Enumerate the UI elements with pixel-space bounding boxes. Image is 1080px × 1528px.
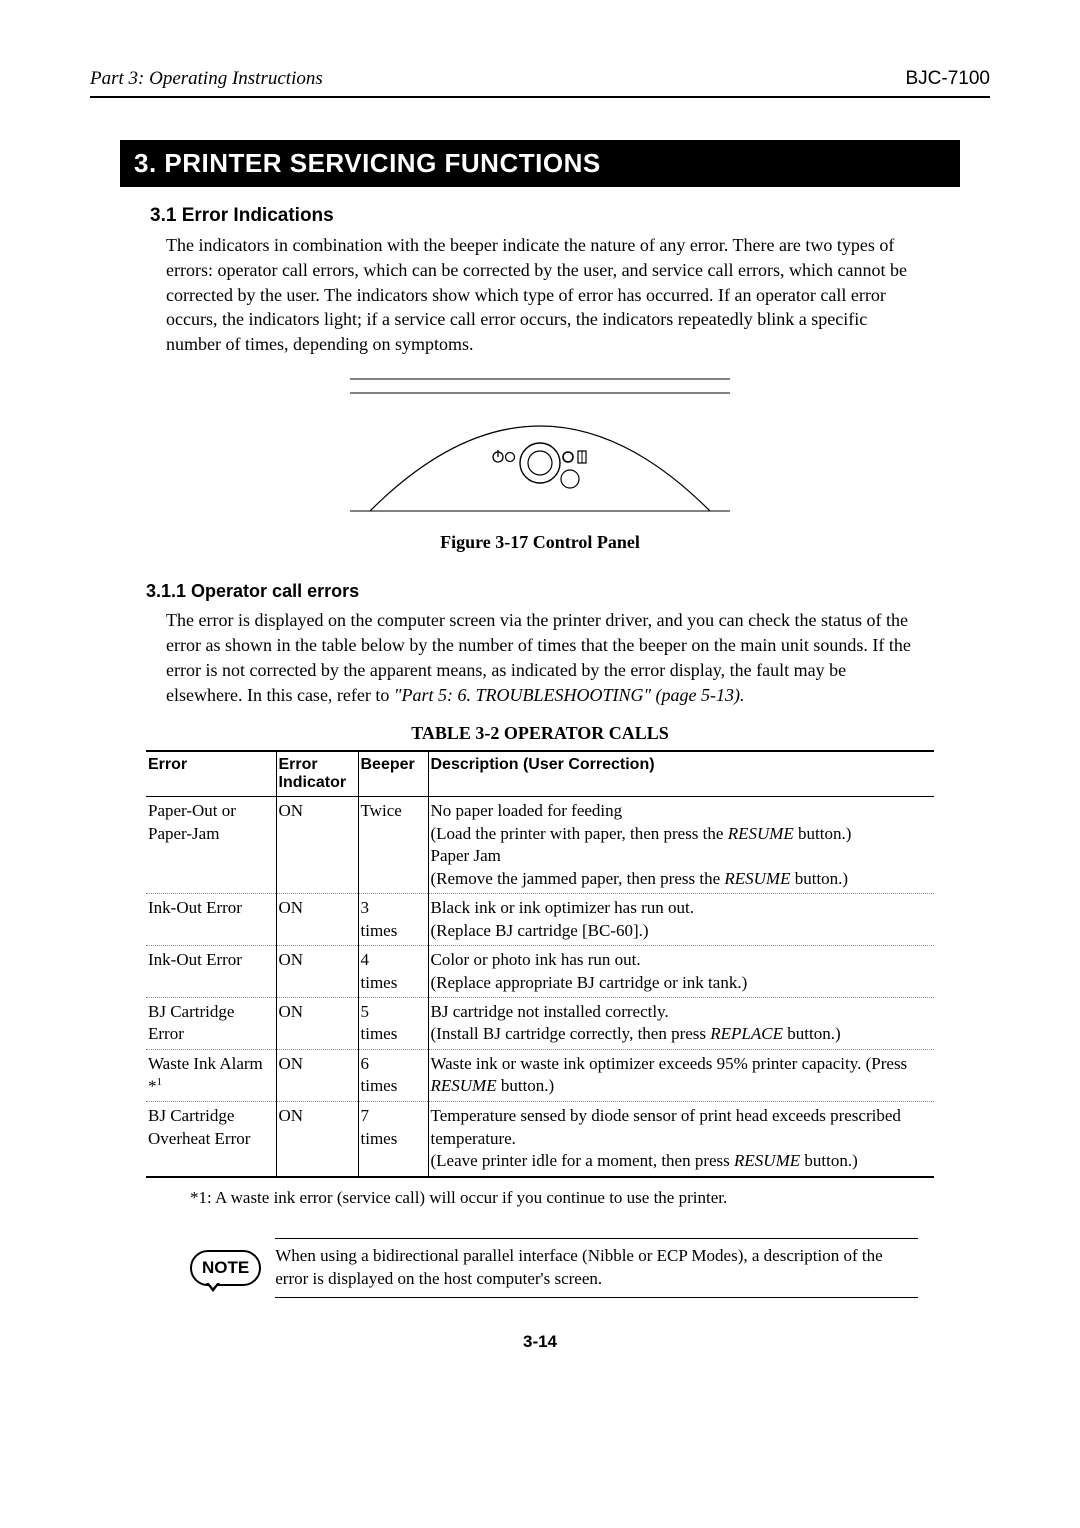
- subsection-3-1-1-para: The error is displayed on the computer s…: [166, 608, 918, 707]
- table-row: Ink-Out ErrorON4timesColor or photo ink …: [146, 946, 934, 998]
- th-indicator: Error Indicator: [276, 751, 358, 797]
- cell-beeper: 4times: [358, 946, 428, 998]
- cell-description: Waste ink or waste ink optimizer exceeds…: [428, 1049, 934, 1102]
- cell-description: No paper loaded for feeding(Load the pri…: [428, 797, 934, 894]
- cell-error: Ink-Out Error: [146, 894, 276, 946]
- table-row: BJ Cartridge Overheat ErrorON7timesTempe…: [146, 1102, 934, 1177]
- subsection-3-1-1-title: 3.1.1 Operator call errors: [146, 581, 990, 602]
- th-description: Description (User Correction): [428, 751, 934, 797]
- cell-description: BJ cartridge not installed correctly.(In…: [428, 997, 934, 1049]
- cell-beeper: Twice: [358, 797, 428, 894]
- cell-indicator: ON: [276, 997, 358, 1049]
- cell-description: Color or photo ink has run out.(Replace …: [428, 946, 934, 998]
- cell-indicator: ON: [276, 1102, 358, 1177]
- table-row: BJ Cartridge ErrorON5timesBJ cartridge n…: [146, 997, 934, 1049]
- figure-3-17: Figure 3-17 Control Panel: [90, 371, 990, 553]
- header-right: BJC-7100: [906, 68, 991, 90]
- cell-error: Paper-Out or Paper-Jam: [146, 797, 276, 894]
- cell-beeper: 7times: [358, 1102, 428, 1177]
- note-icon: NOTE: [190, 1250, 261, 1286]
- cell-error: Waste Ink Alarm *1: [146, 1049, 276, 1102]
- control-panel-diagram: [330, 371, 750, 521]
- page-number: 3-14: [90, 1332, 990, 1352]
- cell-indicator: ON: [276, 797, 358, 894]
- subsection-3-1-title: 3.1 Error Indications: [150, 205, 990, 227]
- cell-description: Black ink or ink optimizer has run out.(…: [428, 894, 934, 946]
- page-header: Part 3: Operating Instructions BJC-7100: [90, 68, 990, 98]
- th-error: Error: [146, 751, 276, 797]
- figure-caption: Figure 3-17 Control Panel: [90, 532, 990, 553]
- operator-calls-table: Error Error Indicator Beeper Description…: [146, 750, 934, 1177]
- note-block: NOTE When using a bidirectional parallel…: [190, 1238, 918, 1298]
- cell-indicator: ON: [276, 946, 358, 998]
- table-footnote: *1: A waste ink error (service call) wil…: [190, 1188, 918, 1208]
- cell-beeper: 3times: [358, 894, 428, 946]
- cell-beeper: 6times: [358, 1049, 428, 1102]
- cell-error: BJ Cartridge Overheat Error: [146, 1102, 276, 1177]
- reference-link: "Part 5: 6. TROUBLESHOOTING" (page 5-13)…: [394, 685, 745, 705]
- header-left: Part 3: Operating Instructions: [90, 68, 323, 90]
- cell-description: Temperature sensed by diode sensor of pr…: [428, 1102, 934, 1177]
- cell-error: Ink-Out Error: [146, 946, 276, 998]
- table-row: Waste Ink Alarm *1ON6timesWaste ink or w…: [146, 1049, 934, 1102]
- cell-indicator: ON: [276, 1049, 358, 1102]
- table-row: Ink-Out ErrorON3timesBlack ink or ink op…: [146, 894, 934, 946]
- cell-error: BJ Cartridge Error: [146, 997, 276, 1049]
- th-beeper: Beeper: [358, 751, 428, 797]
- note-text: When using a bidirectional parallel inte…: [275, 1238, 918, 1298]
- cell-beeper: 5times: [358, 997, 428, 1049]
- cell-indicator: ON: [276, 894, 358, 946]
- section-banner: 3. PRINTER SERVICING FUNCTIONS: [120, 140, 960, 187]
- subsection-3-1-para: The indicators in combination with the b…: [166, 233, 918, 357]
- table-caption: TABLE 3-2 OPERATOR CALLS: [90, 723, 990, 744]
- table-row: Paper-Out or Paper-JamONTwiceNo paper lo…: [146, 797, 934, 894]
- page: Part 3: Operating Instructions BJC-7100 …: [0, 0, 1080, 1392]
